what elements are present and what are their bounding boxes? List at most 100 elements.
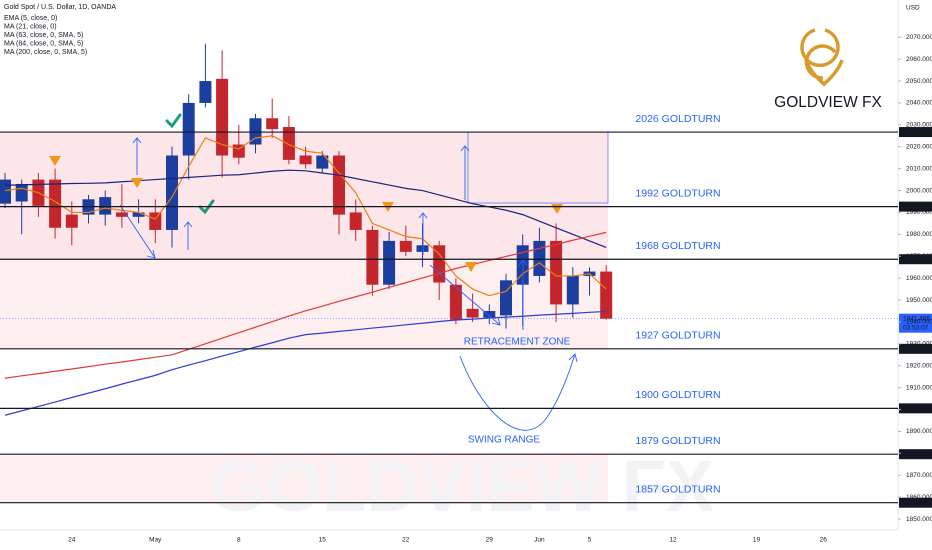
x-tick-label: 22 (402, 537, 410, 544)
candle-body (49, 179, 62, 228)
candle-body (600, 271, 613, 319)
x-tick-label: 26 (820, 537, 828, 544)
level-price-box (899, 343, 932, 354)
ma-line (4, 231, 607, 379)
logo-mark (804, 59, 844, 87)
countdown: 03:53:07 (903, 324, 929, 331)
annotation: RETRACEMENT ZONE (464, 337, 571, 348)
candle-body (316, 155, 329, 169)
ma-line (4, 135, 607, 297)
candle-body (433, 245, 446, 283)
y-tick-label: 1940.000 (906, 319, 932, 326)
candle-body (383, 240, 396, 285)
check-markers (165, 113, 215, 215)
level-price-box (899, 254, 932, 265)
arrow (460, 145, 470, 200)
candle-body (299, 155, 312, 165)
level-label: 1879 GOLDTURN (635, 435, 720, 447)
level-price: 1900.541 (903, 405, 930, 412)
logo-text: GOLDVIEW FX (774, 94, 882, 111)
y-tick-label: 1980.000 (906, 231, 932, 238)
y-tick-label: 2010.000 (906, 165, 932, 172)
logo: GOLDVIEW FX (774, 28, 882, 111)
y-tick-label: 2040.000 (906, 100, 932, 107)
currency: USD (906, 5, 920, 12)
level-label: 1857 GOLDTURN (635, 483, 720, 495)
x-tick-label: 8 (237, 537, 241, 544)
candle-body (149, 212, 162, 230)
y-tick-label: 2020.000 (906, 143, 932, 150)
y-tick-label: 2000.000 (906, 187, 932, 194)
candle-body (366, 229, 379, 285)
x-tick-label: Jun (534, 537, 545, 544)
arrow (429, 264, 501, 326)
legend-entry: MA (200, close, 0, SMA, 5) (4, 49, 87, 56)
level-price-box (899, 127, 932, 138)
candle-body (132, 212, 145, 217)
arrow (418, 212, 428, 255)
y-tick-label: 1850.000 (906, 516, 932, 523)
x-tick-label: 19 (753, 537, 761, 544)
candle-body (0, 179, 11, 204)
y-tick-label: 1870.000 (906, 472, 932, 479)
candle-body (416, 245, 429, 252)
candle-body (99, 197, 112, 215)
legend-entry: MA (84, close, 0, SMA, 5) (4, 41, 83, 48)
candle-body (466, 308, 479, 318)
y-tick-label: 1930.000 (906, 341, 932, 348)
triangle-marker (49, 156, 61, 166)
x-tick-label: 24 (68, 537, 76, 544)
candle-body (282, 127, 295, 160)
level-label: 1927 GOLDTURN (635, 330, 720, 342)
level-price-box (899, 449, 932, 460)
arrows (119, 137, 578, 431)
zone (0, 132, 608, 260)
candle-body (115, 212, 128, 217)
level-price: 1879.612 (903, 451, 930, 458)
candle-body (166, 155, 178, 230)
y-tick-label: 1990.000 (906, 209, 932, 216)
y-tick-label: 2060.000 (906, 56, 932, 63)
candle-body (533, 240, 546, 276)
check-marker (198, 199, 215, 215)
watermark: GOLDVIEW FX (210, 447, 714, 527)
y-tick-label: 2050.000 (906, 78, 932, 85)
y-tick-label: 1890.000 (906, 428, 932, 435)
candle-body (449, 284, 462, 320)
level-price: 1857.461 (903, 499, 930, 506)
swing-arc (459, 353, 578, 431)
candle-body (216, 78, 229, 156)
candle-body (483, 310, 496, 318)
arrow (518, 259, 528, 330)
level-label: 1900 GOLDTURN (635, 389, 720, 401)
level-price-box (899, 403, 932, 414)
level-price: 1927.726 (903, 346, 930, 353)
level-price: 1968.638 (903, 256, 930, 263)
candle-body (399, 240, 412, 252)
candle-body (349, 212, 362, 230)
level-label: 1968 GOLDTURN (635, 240, 720, 252)
candle-body (566, 275, 579, 305)
legend-entry: EMA (5, close, 0) (4, 15, 57, 22)
annotation: SWING RANGE (468, 435, 541, 446)
y-tick-label: 1920.000 (906, 362, 932, 369)
last-price-box (899, 313, 932, 333)
y-tick-label: 1910.000 (906, 384, 932, 391)
level-price: 2026.706 (903, 129, 930, 136)
zone (0, 454, 608, 503)
candle-body (500, 280, 512, 316)
y-tick-label: 1950.000 (906, 297, 932, 304)
level-price-box (899, 497, 932, 508)
check-marker (165, 113, 182, 129)
level-price-box (899, 201, 932, 212)
ma-line (4, 169, 607, 249)
level-label: 2026 GOLDTURN (635, 113, 720, 125)
y-tick-label: 1960.000 (906, 275, 932, 282)
y-tick-label: 2070.000 (906, 34, 932, 41)
x-tick-label: 5 (588, 537, 592, 544)
ma-line (4, 310, 607, 416)
candle-body (65, 214, 78, 228)
y-tick-label: 1880.000 (906, 450, 932, 457)
arrow (132, 137, 142, 175)
